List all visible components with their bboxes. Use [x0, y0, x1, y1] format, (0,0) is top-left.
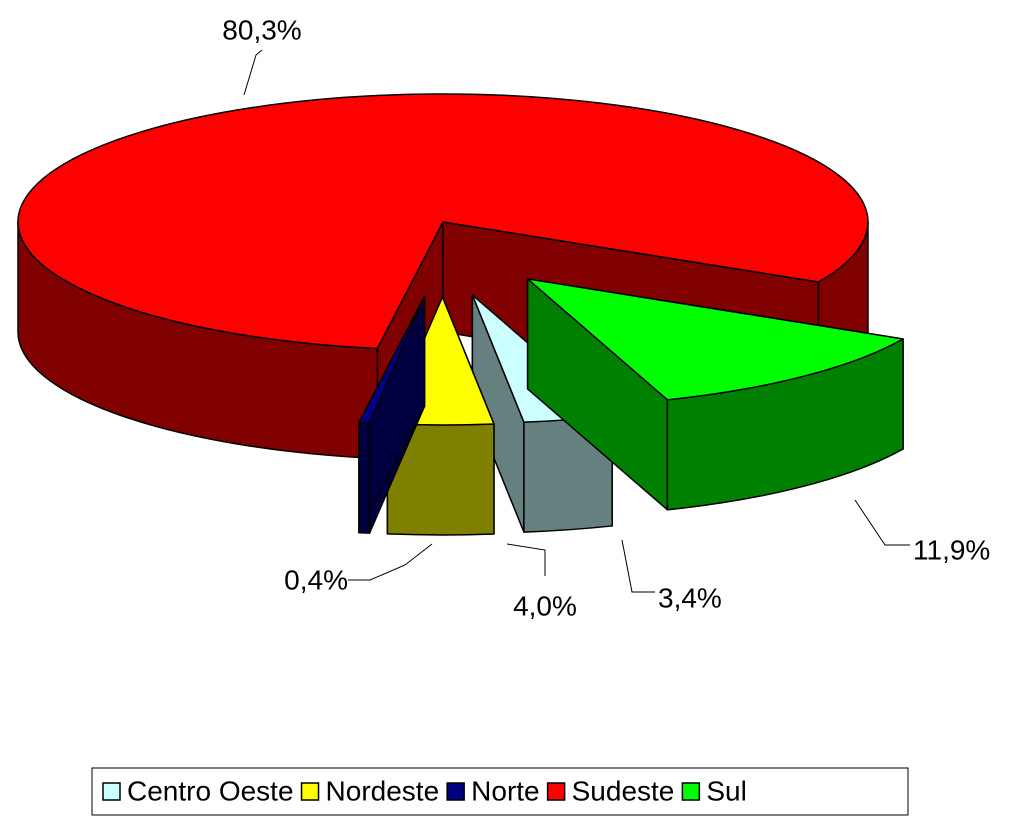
legend-swatch	[300, 782, 320, 801]
legend-swatch	[681, 782, 701, 801]
leader-line	[243, 49, 263, 96]
legend: Centro Oeste Nordeste Norte Sudeste Sul	[102, 775, 747, 806]
legend-label: Nordeste	[326, 775, 440, 806]
legend-label: Norte	[471, 775, 539, 806]
legend-label: Sudeste	[572, 775, 675, 806]
slice-top	[526, 278, 904, 401]
data-label: 0,4%	[284, 564, 348, 595]
leader-lines	[243, 49, 910, 593]
slice-top	[358, 295, 426, 424]
leader-line	[621, 539, 655, 593]
leader-line	[506, 543, 546, 576]
data-label: 3,4%	[658, 582, 722, 613]
pie	[17, 93, 904, 536]
slice-top	[17, 93, 869, 350]
leader-line	[854, 499, 910, 546]
legend-box	[91, 767, 909, 816]
legend-label: Centro Oeste	[127, 775, 294, 806]
data-label: 80,3%	[222, 14, 301, 45]
data-label: 4,0%	[513, 590, 577, 621]
data-label: 11,9%	[913, 534, 990, 565]
legend-swatch	[546, 782, 566, 801]
slice-wall	[358, 421, 371, 534]
leader-line	[348, 543, 433, 581]
legend-swatch	[446, 782, 465, 801]
legend-swatch	[102, 782, 121, 801]
legend-label: Sul	[706, 775, 746, 806]
